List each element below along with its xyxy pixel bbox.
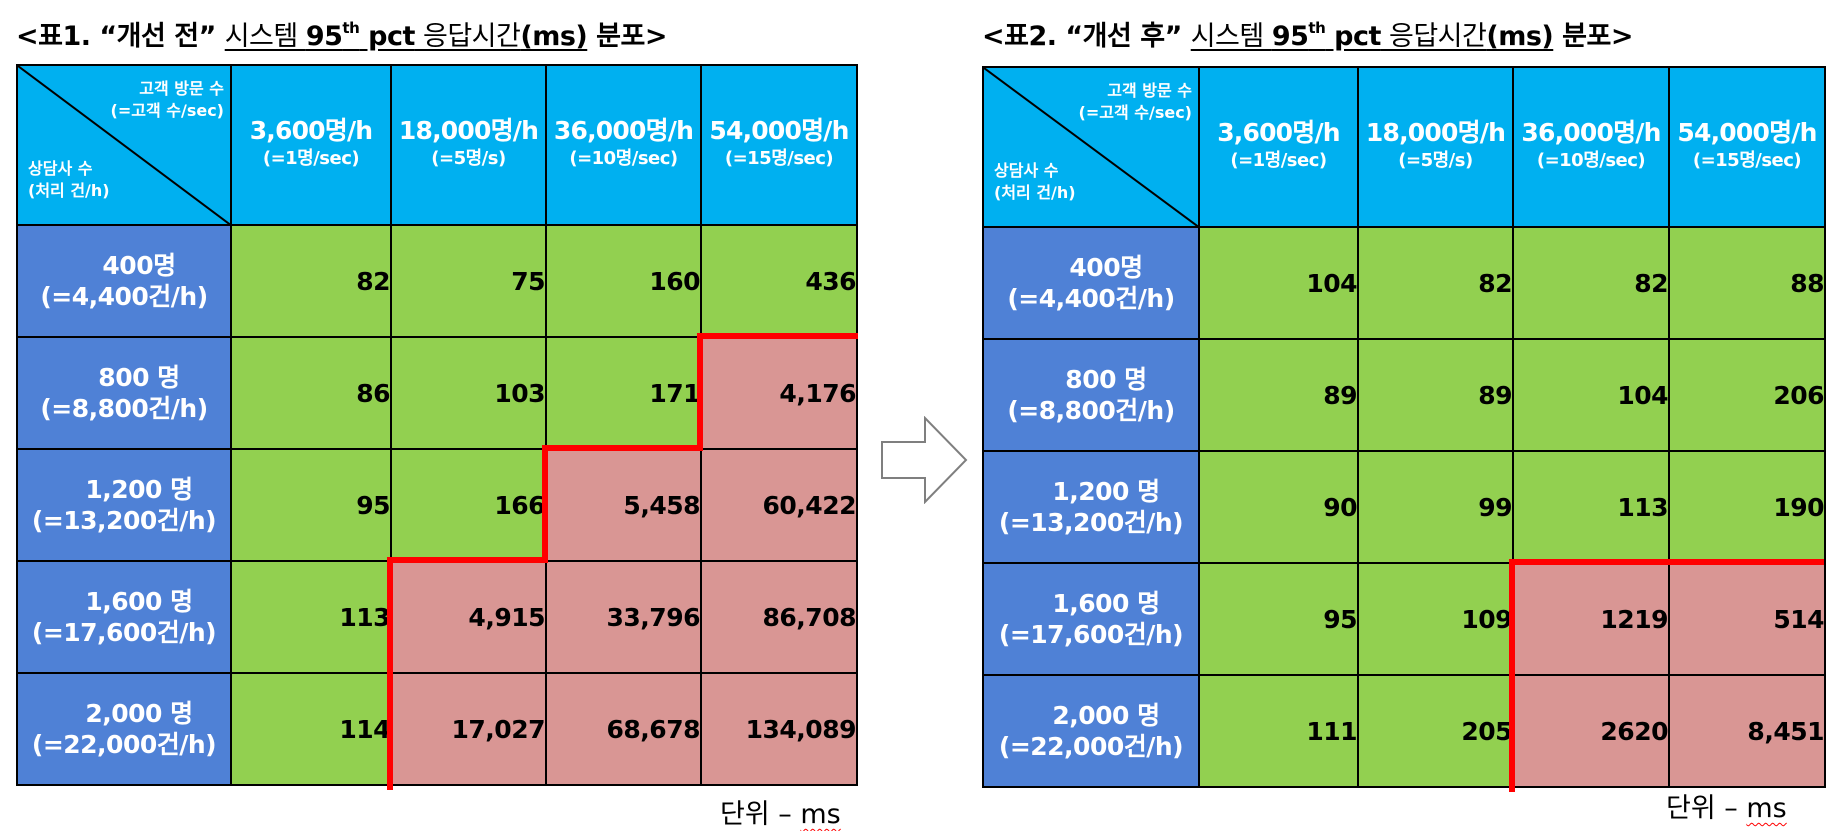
table-row: 1,600 명 (=17,600건/h) 113 4,915 33,796 86,… — [16, 560, 858, 674]
value-cell: 99 — [1357, 450, 1514, 564]
value-cell: 89 — [1198, 338, 1359, 452]
column-header: 54,000명/h (=15명/sec) — [700, 64, 858, 226]
value-cell: 206 — [1668, 338, 1826, 452]
row-header: 2,000 명 (=22,000건/h) — [16, 672, 232, 786]
corner-row-sublabel: (처리 건/h) — [994, 183, 1076, 202]
value-cell: 86 — [230, 336, 392, 450]
table-row: 2,000 명 (=22,000건/h) 114 17,027 68,678 13… — [16, 672, 858, 786]
corner-col-label: 고객 방문 수 — [1107, 81, 1192, 100]
value-cell: 75 — [390, 224, 547, 338]
row-header: 1,600 명 (=17,600건/h) — [982, 562, 1200, 676]
value-cell: 82 — [230, 224, 392, 338]
table-row: 2,000 명 (=22,000건/h) 111 205 2620 8,451 — [982, 674, 1826, 788]
value-cell: 4,176 — [700, 336, 858, 450]
value-cell: 166 — [390, 448, 547, 562]
value-cell: 89 — [1357, 338, 1514, 452]
corner-col-sublabel: (=고객 수/sec) — [110, 101, 224, 120]
table-row: 1,600 명 (=17,600건/h) 95 109 1219 514 — [982, 562, 1826, 676]
row-header: 1,600 명 (=17,600건/h) — [16, 560, 232, 674]
value-cell: 111 — [1198, 674, 1359, 788]
value-cell: 1219 — [1512, 562, 1670, 676]
value-cell: 104 — [1512, 338, 1670, 452]
value-cell: 205 — [1357, 674, 1514, 788]
table2-grid: 고객 방문 수 (=고객 수/sec) 상담사 수 (처리 건/h) 3,600… — [982, 66, 1826, 788]
table2: 고객 방문 수 (=고객 수/sec) 상담사 수 (처리 건/h) 3,600… — [982, 66, 1826, 792]
row-header: 800 명 (=8,800건/h) — [16, 336, 232, 450]
value-cell: 8,451 — [1668, 674, 1826, 788]
row-header: 2,000 명 (=22,000건/h) — [982, 674, 1200, 788]
value-cell: 60,422 — [700, 448, 858, 562]
column-header: 54,000명/h (=15명/sec) — [1668, 66, 1826, 228]
value-cell: 436 — [700, 224, 858, 338]
value-cell: 104 — [1198, 226, 1359, 340]
corner-col-sublabel: (=고객 수/sec) — [1078, 103, 1192, 122]
table1-unit-label: 단위 – ms — [720, 799, 841, 830]
value-cell: 33,796 — [545, 560, 702, 674]
value-cell: 114 — [230, 672, 392, 786]
value-cell: 109 — [1357, 562, 1514, 676]
diagonal-line — [19, 67, 229, 223]
table1: 고객 방문 수 (=고객 수/sec) 상담사 수 (처리 건/h) 3,600… — [16, 64, 858, 790]
row-header: 800 명 (=8,800건/h) — [982, 338, 1200, 452]
value-cell: 86,708 — [700, 560, 858, 674]
value-cell: 103 — [390, 336, 547, 450]
table-row: 1,200 명 (=13,200건/h) 95 166 5,458 60,422 — [16, 448, 858, 562]
value-cell: 68,678 — [545, 672, 702, 786]
value-cell: 95 — [1198, 562, 1359, 676]
corner-row-label: 상담사 수 — [994, 161, 1059, 180]
table2-unit-label: 단위 – ms — [1666, 793, 1787, 824]
corner-row-sublabel: (처리 건/h) — [28, 181, 110, 200]
column-header: 3,600명/h (=1명/sec) — [1198, 66, 1359, 228]
value-cell: 190 — [1668, 450, 1826, 564]
value-cell: 82 — [1357, 226, 1514, 340]
table-row: 1,200 명 (=13,200건/h) 90 99 113 190 — [982, 450, 1826, 564]
value-cell: 5,458 — [545, 448, 702, 562]
column-header: 18,000명/h (=5명/s) — [390, 64, 547, 226]
table2-corner-header: 고객 방문 수 (=고객 수/sec) 상담사 수 (처리 건/h) — [982, 66, 1200, 228]
value-cell: 88 — [1668, 226, 1826, 340]
column-header: 3,600명/h (=1명/sec) — [230, 64, 392, 226]
value-cell: 2620 — [1512, 674, 1670, 788]
table-row: 800 명 (=8,800건/h) 89 89 104 206 — [982, 338, 1826, 452]
value-cell: 514 — [1668, 562, 1826, 676]
table2-title: <표2. “개선 후” 시스템 95th pct 응답시간(ms) 분포> — [982, 19, 1633, 53]
diagonal-line — [985, 69, 1197, 225]
table1-title: <표1. “개선 전” 시스템 95th pct 응답시간(ms) 분포> — [16, 19, 667, 53]
column-header: 18,000명/h (=5명/s) — [1357, 66, 1514, 228]
value-cell: 134,089 — [700, 672, 858, 786]
value-cell: 113 — [230, 560, 392, 674]
value-cell: 17,027 — [390, 672, 547, 786]
table1-corner-header: 고객 방문 수 (=고객 수/sec) 상담사 수 (처리 건/h) — [16, 64, 232, 226]
value-cell: 160 — [545, 224, 702, 338]
value-cell: 113 — [1512, 450, 1670, 564]
value-cell: 171 — [545, 336, 702, 450]
corner-row-label: 상담사 수 — [28, 159, 93, 178]
column-header: 36,000명/h (=10명/sec) — [545, 64, 702, 226]
row-header: 400명 (=4,400건/h) — [982, 226, 1200, 340]
row-header: 1,200 명 (=13,200건/h) — [16, 448, 232, 562]
value-cell: 4,915 — [390, 560, 547, 674]
value-cell: 90 — [1198, 450, 1359, 564]
row-header: 400명 (=4,400건/h) — [16, 224, 232, 338]
column-header: 36,000명/h (=10명/sec) — [1512, 66, 1670, 228]
table1-grid: 고객 방문 수 (=고객 수/sec) 상담사 수 (처리 건/h) 3,600… — [16, 64, 858, 786]
table-row: 400명 (=4,400건/h) 104 82 82 88 — [982, 226, 1826, 340]
value-cell: 82 — [1512, 226, 1670, 340]
table-row: 400명 (=4,400건/h) 82 75 160 436 — [16, 224, 858, 338]
corner-col-label: 고객 방문 수 — [139, 79, 224, 98]
table-row: 800 명 (=8,800건/h) 86 103 171 4,176 — [16, 336, 858, 450]
row-header: 1,200 명 (=13,200건/h) — [982, 450, 1200, 564]
value-cell: 95 — [230, 448, 392, 562]
right-arrow-outline-icon — [881, 416, 968, 504]
